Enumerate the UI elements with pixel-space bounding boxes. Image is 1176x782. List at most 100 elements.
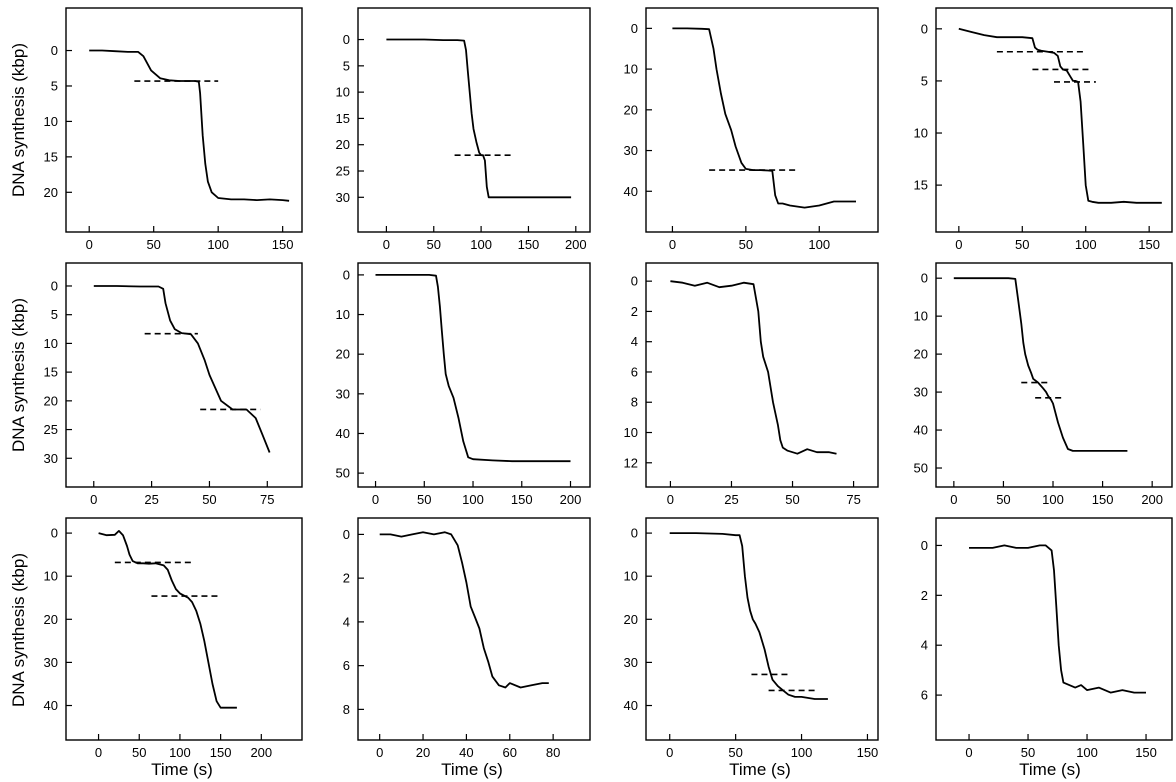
- y-tick-label: 0: [51, 43, 58, 58]
- x-tick-label: 50: [996, 492, 1010, 507]
- x-tick-label: 0: [955, 237, 962, 252]
- data-trace: [89, 49, 290, 202]
- y-tick-label: 40: [624, 184, 638, 199]
- chart-panel-9: 0 10 20 30 40 0 50 100 150 200: [44, 517, 303, 760]
- x-tick-label: 20: [416, 745, 430, 760]
- y-tick-label: 15: [914, 178, 928, 193]
- x-tick-label: 50: [728, 745, 742, 760]
- y-tick-label: 20: [336, 347, 350, 362]
- plot-frame: [935, 262, 1173, 488]
- y-tick-label: 30: [624, 655, 638, 670]
- x-tick-label: 0: [965, 745, 972, 760]
- x-tick-label: 0: [667, 492, 674, 507]
- y-tick-label: 0: [631, 21, 638, 36]
- y-tick-label: 8: [343, 702, 350, 717]
- x-tick-label: 100: [808, 237, 830, 252]
- x-tick-label: 200: [1141, 492, 1163, 507]
- y-axis-title: DNA synthesis (kbp): [9, 43, 28, 197]
- x-tick-label: 150: [1092, 492, 1114, 507]
- y-tick-label: 10: [336, 307, 350, 322]
- data-trace: [375, 273, 571, 463]
- chart-panel-6: 0 10 20 30 40 50 0 50 100 150 200: [336, 262, 591, 507]
- chart-panel-12: 0 2 4 6 0 50 100 150: [921, 517, 1173, 760]
- y-tick-label: 0: [343, 267, 350, 282]
- data-trace: [670, 280, 837, 455]
- y-tick-label: 25: [336, 164, 350, 179]
- plot-frame: [645, 262, 879, 488]
- data-trace: [672, 27, 856, 209]
- x-tick-label: 75: [846, 492, 860, 507]
- x-tick-label: 0: [669, 237, 676, 252]
- y-tick-label: 5: [51, 307, 58, 322]
- x-tick-label: 0: [666, 745, 673, 760]
- x-tick-label: 0: [950, 492, 957, 507]
- x-axis-title: Time (s): [1019, 760, 1081, 779]
- data-trace: [93, 285, 271, 453]
- y-tick-label: 0: [921, 538, 928, 553]
- plot-frame: [935, 7, 1173, 233]
- y-tick-label: 10: [624, 425, 638, 440]
- x-tick-label: 0: [90, 492, 97, 507]
- x-tick-label: 150: [518, 237, 540, 252]
- y-tick-label: 6: [921, 688, 928, 703]
- y-tick-label: 30: [914, 385, 928, 400]
- x-tick-label: 80: [546, 745, 560, 760]
- y-tick-label: 30: [44, 655, 58, 670]
- data-trace: [379, 531, 549, 689]
- y-tick-label: 15: [44, 365, 58, 380]
- y-axis-title: DNA synthesis (kbp): [9, 553, 28, 707]
- x-tick-label: 0: [86, 237, 93, 252]
- chart-panel-5: 0 5 10 15 20 25 30 0 25 50 75: [44, 262, 303, 507]
- plot-frame: [645, 7, 879, 233]
- y-tick-label: 30: [336, 190, 350, 205]
- y-tick-label: 40: [44, 698, 58, 713]
- plot-frame: [65, 262, 303, 488]
- x-tick-label: 100: [169, 745, 191, 760]
- y-tick-label: 5: [343, 58, 350, 73]
- chart-panel-1: 0 5 10 15 20 0 50 100 150: [44, 7, 303, 252]
- x-tick-label: 100: [791, 745, 813, 760]
- x-tick-label: 40: [459, 745, 473, 760]
- y-tick-label: 0: [921, 21, 928, 36]
- x-tick-label: 0: [95, 745, 102, 760]
- y-tick-label: 10: [624, 62, 638, 77]
- y-tick-label: 0: [51, 278, 58, 293]
- y-tick-label: 12: [624, 455, 638, 470]
- x-tick-label: 100: [1075, 237, 1097, 252]
- y-tick-label: 0: [921, 271, 928, 286]
- x-tick-label: 150: [511, 492, 533, 507]
- x-tick-label: 50: [202, 492, 216, 507]
- y-tick-label: 20: [624, 612, 638, 627]
- data-trace: [958, 27, 1162, 204]
- plot-frame: [935, 517, 1173, 741]
- chart-panel-3: 0 10 20 30 40 0 50 100: [624, 7, 879, 252]
- x-axis-title: Time (s): [729, 760, 791, 779]
- plot-frame: [65, 517, 303, 741]
- y-tick-label: 8: [631, 395, 638, 410]
- y-tick-label: 6: [343, 658, 350, 673]
- x-tick-label: 150: [272, 237, 294, 252]
- y-tick-label: 40: [336, 426, 350, 441]
- x-tick-label: 50: [1021, 745, 1035, 760]
- plot-frame: [357, 517, 591, 741]
- x-tick-label: 150: [1138, 237, 1160, 252]
- chart-panel-7: 0 2 4 6 8 10 12 0 25 50 75: [624, 262, 879, 507]
- y-tick-label: 40: [624, 698, 638, 713]
- x-tick-label: 100: [1042, 492, 1064, 507]
- x-tick-label: 150: [857, 745, 879, 760]
- y-tick-label: 10: [44, 336, 58, 351]
- y-tick-label: 0: [343, 32, 350, 47]
- y-tick-label: 10: [44, 114, 58, 129]
- plot-frame: [645, 517, 879, 741]
- y-tick-label: 0: [631, 526, 638, 541]
- x-tick-label: 200: [250, 745, 272, 760]
- y-tick-label: 20: [44, 393, 58, 408]
- x-tick-label: 100: [207, 237, 229, 252]
- y-tick-label: 20: [44, 185, 58, 200]
- y-tick-label: 30: [336, 386, 350, 401]
- y-tick-label: 15: [336, 111, 350, 126]
- y-tick-label: 4: [631, 334, 638, 349]
- y-tick-label: 15: [44, 149, 58, 164]
- data-trace: [969, 544, 1146, 694]
